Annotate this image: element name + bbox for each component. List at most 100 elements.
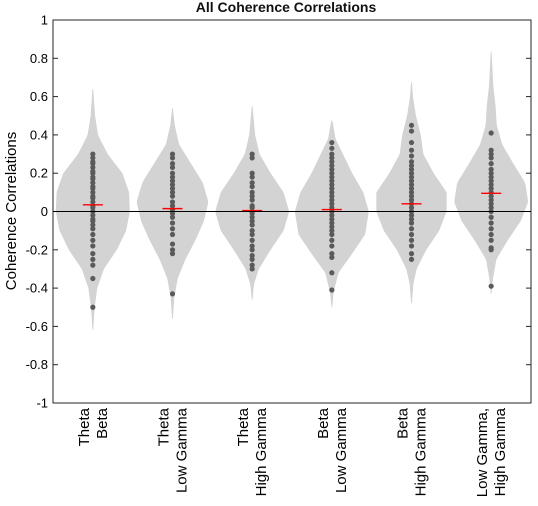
data-point: [329, 237, 335, 243]
data-point: [169, 189, 176, 195]
data-point: [488, 197, 494, 203]
data-point: [249, 180, 255, 186]
data-point: [90, 199, 96, 205]
data-point: [329, 216, 335, 222]
data-point: [249, 193, 255, 199]
y-tick-label: -0.4: [26, 281, 48, 296]
data-point: [329, 254, 335, 261]
data-point: [488, 214, 494, 220]
data-point: [488, 178, 494, 184]
data-point: [249, 222, 255, 228]
data-point: [249, 266, 255, 272]
data-point: [90, 161, 96, 167]
data-point: [90, 256, 96, 262]
data-point: [169, 185, 176, 192]
data-point: [408, 237, 415, 243]
data-point: [90, 251, 96, 257]
data-point: [408, 243, 415, 249]
data-point: [488, 170, 494, 176]
data-point: [249, 155, 255, 161]
data-point: [408, 174, 415, 180]
data-point: [488, 151, 494, 157]
data-point: [488, 185, 494, 192]
chart-title: All Coherence Correlations: [196, 0, 377, 15]
data-point: [90, 164, 96, 171]
data-point: [90, 180, 96, 186]
data-point: [90, 226, 96, 232]
data-point: [329, 270, 335, 276]
y-tick-label: 0.4: [30, 127, 48, 142]
x-tick-label-line2: High Gamma: [253, 407, 270, 496]
data-point: [90, 218, 96, 224]
data-point: [249, 189, 255, 195]
data-point: [408, 153, 415, 159]
data-point: [488, 182, 494, 188]
data-point: [90, 189, 96, 195]
data-point: [169, 203, 176, 209]
data-point: [408, 147, 415, 153]
data-point: [329, 201, 335, 207]
data-point: [249, 174, 255, 180]
data-point: [408, 231, 415, 238]
data-point: [408, 205, 415, 211]
data-point: [169, 231, 176, 238]
y-axis-label: Coherence Correlations: [3, 132, 20, 290]
data-point: [90, 231, 96, 238]
data-point: [329, 189, 335, 195]
data-point: [329, 155, 335, 161]
data-point: [488, 201, 494, 207]
data-point: [249, 231, 255, 238]
y-axis-ticks: -1 -0.8 -0.6 -0.4 -0.2 0 0.2 0.4 0.6 0.8 1: [26, 13, 531, 411]
data-point: [169, 178, 176, 184]
data-point: [408, 178, 415, 184]
data-point: [488, 130, 494, 136]
data-point: [329, 170, 335, 176]
data-point: [488, 174, 494, 180]
data-point: [488, 283, 494, 289]
data-point: [169, 220, 176, 226]
data-point: [329, 231, 335, 238]
data-point: [249, 247, 255, 253]
data-point: [169, 151, 176, 157]
data-point: [249, 256, 255, 262]
data-point: [408, 139, 415, 146]
data-point: [249, 252, 255, 259]
data-point: [329, 174, 335, 180]
data-point: [329, 197, 335, 203]
data-point: [488, 220, 494, 226]
x-tick-label-line1: Beta: [315, 407, 332, 439]
data-point: [169, 214, 176, 220]
data-point: [329, 251, 335, 257]
data-point: [169, 241, 176, 247]
y-tick-label: -0.6: [26, 319, 48, 334]
data-point: [408, 212, 415, 218]
data-point: [408, 185, 415, 192]
data-point: [169, 251, 176, 257]
data-point: [408, 189, 415, 195]
data-point: [249, 210, 255, 217]
x-tick-label-line2: High Gamma: [413, 407, 430, 496]
data-point: [249, 151, 255, 157]
data-point: [249, 228, 255, 234]
x-tick-label-line2: High Gamma: [492, 407, 509, 496]
data-point: [488, 161, 494, 167]
data-point: [90, 222, 96, 228]
data-point: [408, 162, 415, 169]
data-point: [249, 262, 255, 268]
data-point: [408, 182, 415, 188]
data-point: [90, 262, 96, 268]
y-tick-label: 0.2: [30, 166, 48, 181]
data-point: [488, 247, 494, 253]
data-point: [329, 178, 335, 184]
data-point: [329, 139, 335, 146]
data-point: [408, 128, 415, 134]
data-point: [488, 231, 494, 238]
x-tick-label-line1: Low Gamma,: [474, 408, 491, 497]
data-point: [329, 287, 335, 293]
data-point: [329, 228, 335, 234]
data-point: [329, 220, 335, 226]
data-point: [408, 166, 415, 172]
data-point: [90, 151, 96, 157]
data-point: [169, 161, 176, 167]
